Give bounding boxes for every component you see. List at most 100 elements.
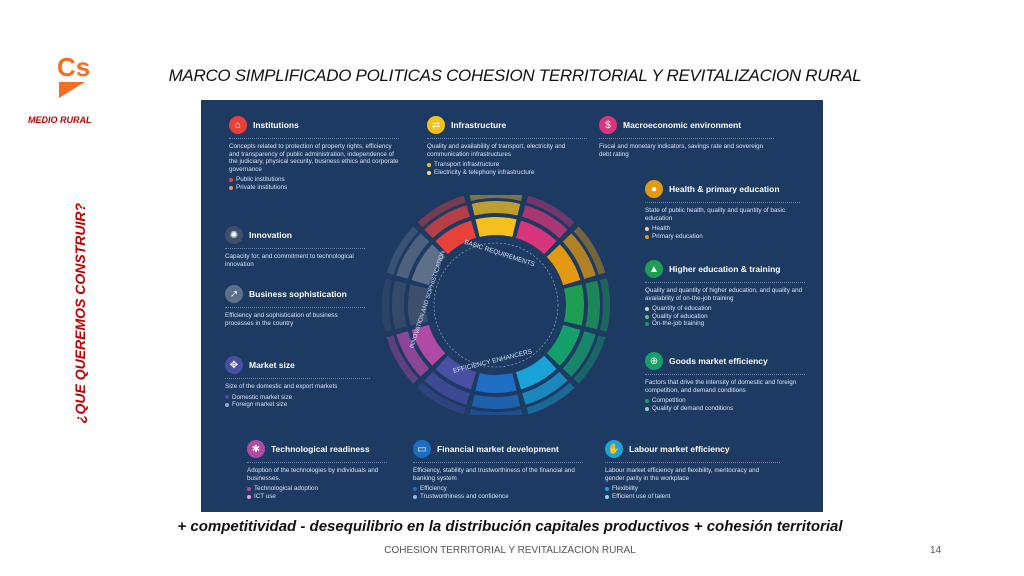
pillar-name: Technological readiness	[271, 444, 370, 454]
infrastructure-icon: ⇄	[427, 116, 445, 134]
vertical-label: ¿QUE QUEREMOS CONSTRUIR?	[70, 190, 90, 440]
wheel-segment-market_size	[435, 355, 477, 390]
list-item: Foreign market size	[225, 401, 370, 409]
list-item: Trustworthiness and confidence	[413, 493, 583, 501]
wheel-segment-institutions	[417, 195, 466, 228]
wheel-segment-infrastructure	[475, 217, 517, 237]
list-item: Transport infrastructure	[427, 161, 587, 169]
competitiveness-infographic: ⌂ Institutions Concepts related to protec…	[201, 100, 823, 512]
wheel-segment-innovation	[382, 278, 392, 332]
pillar-innovation: ✺ Innovation Capacity for, and commitment…	[225, 226, 365, 268]
expand-icon: ✥	[225, 356, 243, 374]
pillar-name: Institutions	[253, 120, 299, 130]
pillar-desc: Capacity for, and commitment to technolo…	[225, 253, 354, 268]
pillar-technological-readiness: ✱ Technological readiness Adoption of the…	[247, 440, 387, 500]
list-item: Quality of education	[645, 313, 805, 321]
logo-text: Cs	[57, 52, 90, 82]
pillar-infrastructure: ⇄ Infrastructure Quality and availability…	[427, 116, 587, 176]
wheel-segment-labour	[522, 371, 568, 405]
wheel-label-basic: BASIC REQUIREMENTS	[463, 239, 536, 269]
wheel-segment-innovation	[408, 284, 428, 326]
wheel-segments	[382, 195, 610, 415]
pillar-name: Macroeconomic environment	[623, 120, 742, 130]
pillar-name: Health & primary education	[669, 184, 780, 194]
graduation-cap-icon: ▲	[645, 260, 663, 278]
pillar-name: Financial market development	[437, 444, 559, 454]
wheel-segment-goods	[573, 335, 606, 384]
wheel-segment-macro	[515, 220, 557, 255]
page-title: MARCO SIMPLIFICADO POLITICAS COHESION TE…	[168, 66, 862, 85]
wheel-segment-labour	[526, 382, 575, 415]
list-item: Efficiency	[413, 485, 583, 493]
wheel-segment-financial	[471, 394, 521, 409]
pillar-health-education: ● Health & primary education State of pub…	[645, 180, 800, 240]
page-number: 14	[930, 545, 942, 556]
circuit-icon: ✱	[247, 440, 265, 458]
wheel-segment-higher_ed	[600, 278, 610, 332]
wheel-segment-infrastructure	[471, 201, 521, 216]
pillar-name: Goods market efficiency	[669, 356, 768, 366]
wheel-segment-institutions	[424, 205, 470, 239]
logo-arrow	[59, 82, 85, 98]
wheel-segment-financial	[475, 373, 517, 393]
wheel-segment-health	[562, 233, 596, 279]
wheel-segment-goods	[546, 324, 581, 366]
pillar-name: Labour market efficiency	[629, 444, 730, 454]
pillar-desc: Quality and quantity of higher education…	[645, 287, 803, 302]
bank-icon: $	[599, 116, 617, 134]
pillar-desc: Adoption of the technologies by individu…	[247, 467, 379, 482]
pillar-name: Infrastructure	[451, 120, 507, 130]
wheel-segment-tech	[411, 324, 446, 366]
pillar-desc: Factors that drive the intensity of dome…	[645, 379, 797, 394]
handshake-icon: ✋	[605, 440, 623, 458]
wheel-segment-macro	[522, 205, 568, 239]
list-item: Domestic market size	[225, 394, 370, 402]
pillar-name: Innovation	[249, 230, 292, 240]
wheel-segment-goods	[562, 331, 596, 377]
slide-caption: + competitividad - desequilibrio en la d…	[177, 518, 843, 535]
list-item: Quality of demand conditions	[645, 405, 805, 413]
chart-icon: ↗	[225, 285, 243, 303]
pillar-financial-market: ▭ Financial market development Efficiency…	[413, 440, 583, 500]
wheel-segment-infrastructure	[469, 195, 523, 201]
wheel-segment-market_size	[417, 382, 466, 415]
list-item: Primary education	[645, 233, 800, 241]
list-item: Public institutions	[229, 176, 399, 184]
pillar-name: Business sophistication	[249, 289, 347, 299]
wheel-segment-institutions	[435, 220, 477, 255]
wheel-segment-health	[546, 244, 581, 286]
wheel-segment-higher_ed	[585, 280, 600, 330]
wheel-segment-business	[411, 244, 446, 286]
pillar-institutions: ⌂ Institutions Concepts related to protec…	[229, 116, 399, 192]
institution-icon: ⌂	[229, 116, 247, 134]
card-icon: ▭	[413, 440, 431, 458]
wheel-inner-ring	[433, 242, 559, 368]
list-item: Technological adoption	[247, 485, 387, 493]
wheel-segment-innovation	[392, 280, 407, 330]
wheel-segment-market_size	[424, 371, 470, 405]
pillar-name: Higher education & training	[669, 264, 781, 274]
pillar-business-sophistication: ↗ Business sophistication Efficiency and …	[225, 285, 365, 327]
pillar-desc: Efficiency, stability and trustworthines…	[413, 467, 575, 482]
footer-text: COHESION TERRITORIAL Y REVITALIZACION RU…	[384, 545, 636, 556]
lightbulb-icon: ✺	[225, 226, 243, 244]
wheel-segment-business	[386, 226, 419, 275]
pillar-higher-education: ▲ Higher education & training Quality and…	[645, 260, 805, 328]
cart-icon: ⊕	[645, 352, 663, 370]
section-label: MEDIO RURAL	[28, 115, 92, 125]
pillar-desc: Labour market efficiency and flexibility…	[605, 467, 760, 482]
pillar-wheel: BASIC REQUIREMENTS EFFICIENCY ENHANCERS …	[382, 195, 610, 415]
list-item: Quantity of education	[645, 305, 805, 313]
wheel-segment-tech	[396, 331, 430, 377]
pillar-labour-market: ✋ Labour market efficiency Labour market …	[605, 440, 780, 500]
wheel-segment-business	[396, 233, 430, 279]
wheel-segment-health	[573, 226, 606, 275]
list-item: Competition	[645, 397, 805, 405]
pillar-market-size: ✥ Market size Size of the domestic and ex…	[225, 356, 370, 409]
pillar-goods-market: ⊕ Goods market efficiency Factors that dr…	[645, 352, 805, 412]
apple-icon: ●	[645, 180, 663, 198]
pillar-desc: Quality and availability of transport, e…	[427, 143, 566, 158]
wheel-segment-tech	[386, 335, 419, 384]
vertical-label-text: ¿QUE QUEREMOS CONSTRUIR?	[72, 202, 88, 424]
list-item: On-the-job training	[645, 320, 805, 328]
